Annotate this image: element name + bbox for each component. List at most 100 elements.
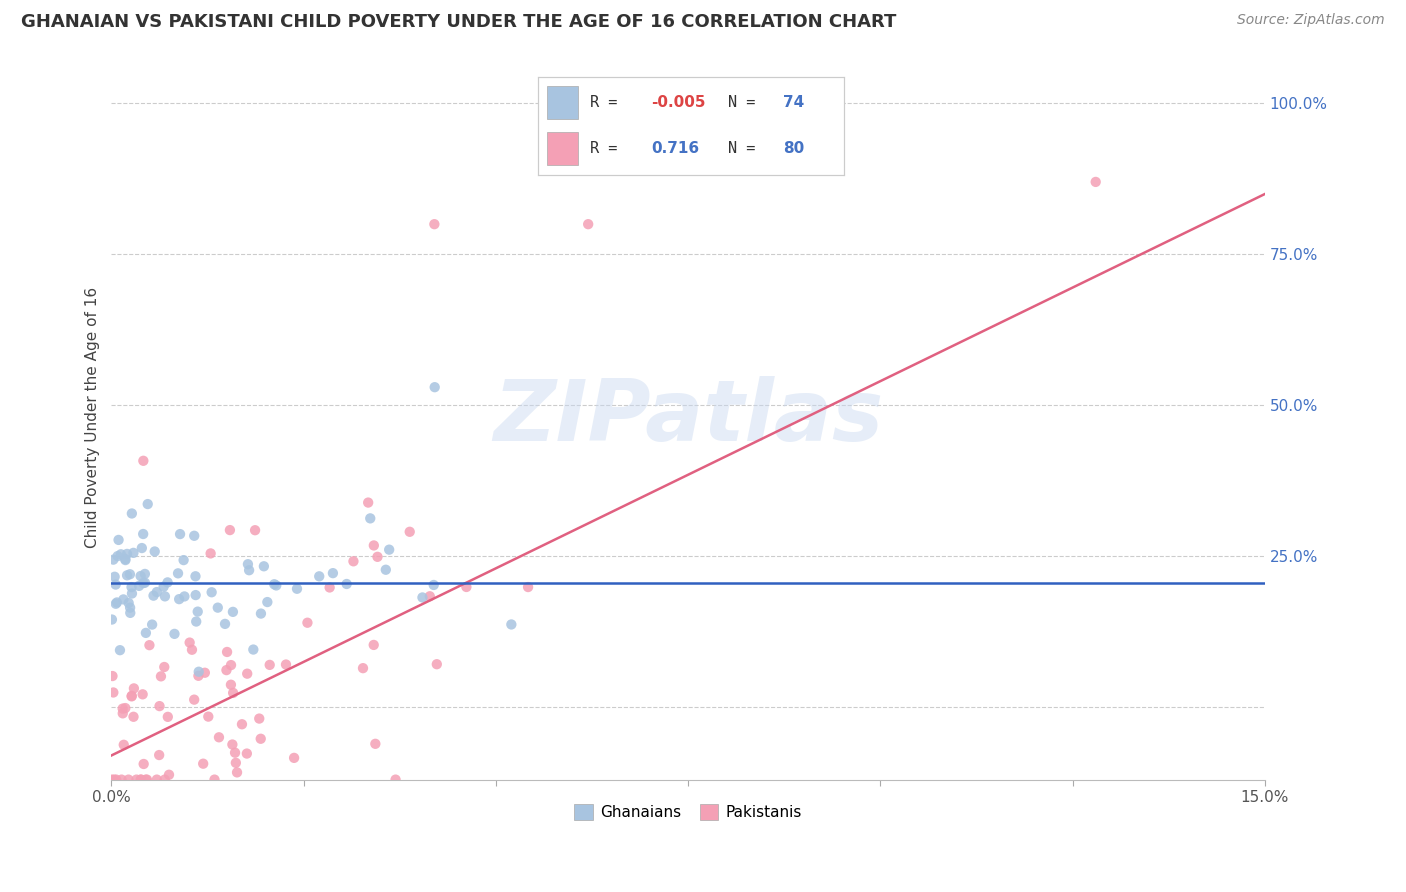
Point (308, 569, 330, 583)
Point (136, 772, 159, 787)
Point (101, 613, 124, 627)
Point (132, 527, 155, 541)
Point (128, 579, 150, 593)
Point (157, 768, 180, 782)
Point (108, 643, 131, 657)
Point (366, 549, 388, 564)
Point (501, 617, 523, 632)
Point (131, 541, 153, 555)
Point (384, 772, 406, 787)
Point (131, 687, 153, 701)
Point (132, 576, 155, 591)
Point (173, 590, 195, 604)
Point (103, 552, 125, 566)
Point (194, 665, 217, 680)
Point (167, 592, 190, 607)
Point (274, 657, 297, 672)
Point (215, 663, 238, 677)
Point (104, 570, 127, 584)
Point (242, 642, 264, 657)
Point (201, 585, 224, 599)
Point (114, 701, 136, 715)
Point (129, 772, 152, 787)
Point (120, 606, 142, 620)
Y-axis label: Child Poverty Under the Age of 16: Child Poverty Under the Age of 16 (86, 287, 100, 548)
Point (236, 557, 259, 571)
Point (226, 765, 249, 780)
Point (141, 617, 163, 632)
Point (187, 669, 209, 683)
Point (112, 738, 135, 752)
Point (411, 591, 433, 605)
Point (149, 669, 172, 683)
Text: GHANAIAN VS PAKISTANI CHILD POVERTY UNDER THE AGE OF 16 CORRELATION CHART: GHANAIAN VS PAKISTANI CHILD POVERTY UNDE… (21, 13, 897, 31)
Point (156, 710, 179, 724)
Point (111, 701, 134, 715)
Point (132, 454, 155, 468)
Point (204, 772, 226, 787)
Point (249, 731, 271, 746)
Point (186, 615, 208, 629)
Point (107, 549, 129, 563)
Point (181, 642, 204, 657)
Point (105, 772, 128, 787)
Point (364, 737, 387, 751)
Point (112, 592, 135, 607)
Point (134, 575, 156, 590)
Point (187, 605, 209, 619)
Point (132, 756, 155, 771)
Point (121, 580, 143, 594)
Point (153, 772, 176, 787)
Point (238, 563, 260, 577)
Point (778, 157, 800, 171)
Point (111, 706, 134, 721)
Point (208, 731, 231, 745)
Point (173, 553, 195, 567)
Point (143, 544, 166, 558)
Point (374, 563, 396, 577)
Point (114, 552, 136, 566)
Point (215, 645, 238, 659)
Point (101, 669, 124, 683)
Point (263, 577, 285, 591)
Point (352, 661, 374, 675)
Point (125, 772, 148, 787)
Point (283, 751, 305, 765)
Point (121, 507, 143, 521)
Point (259, 657, 281, 672)
Point (121, 690, 143, 704)
Point (142, 589, 165, 603)
Point (107, 533, 129, 547)
Point (156, 575, 179, 590)
Point (104, 577, 127, 591)
Point (169, 527, 191, 541)
Point (231, 717, 253, 731)
Point (1084, 175, 1107, 189)
Point (115, 547, 138, 561)
Point (576, 217, 599, 231)
Point (264, 578, 287, 592)
Point (184, 588, 207, 602)
Point (118, 567, 141, 582)
Point (336, 577, 359, 591)
Point (219, 678, 242, 692)
Point (322, 566, 344, 581)
Point (152, 580, 174, 594)
Point (423, 217, 446, 231)
Point (121, 689, 143, 703)
Point (183, 692, 205, 706)
Point (122, 681, 145, 696)
Point (120, 600, 142, 615)
Point (184, 569, 207, 583)
Point (187, 665, 209, 679)
Point (129, 569, 152, 583)
Point (200, 546, 222, 560)
Point (359, 511, 381, 525)
Text: Source: ZipAtlas.com: Source: ZipAtlas.com (1237, 13, 1385, 28)
Point (423, 380, 446, 394)
Point (250, 607, 273, 621)
Point (256, 595, 278, 609)
Point (153, 660, 176, 674)
Point (105, 595, 128, 609)
Point (243, 523, 266, 537)
